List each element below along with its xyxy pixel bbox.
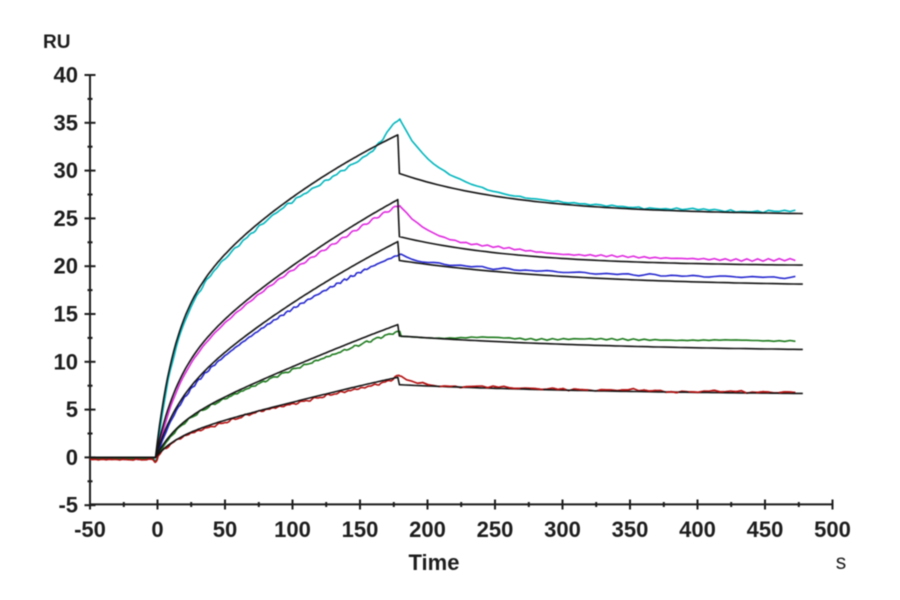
svg-text:Time: Time [409, 550, 460, 575]
svg-text:10: 10 [54, 349, 78, 374]
svg-text:0: 0 [151, 517, 163, 542]
svg-text:-50: -50 [74, 517, 106, 542]
svg-text:40: 40 [54, 63, 78, 88]
svg-text:RU: RU [43, 32, 70, 53]
svg-text:400: 400 [679, 517, 716, 542]
svg-text:350: 350 [612, 517, 649, 542]
svg-text:15: 15 [54, 302, 78, 327]
svg-text:500: 500 [814, 517, 851, 542]
svg-text:-5: -5 [58, 493, 78, 518]
svg-text:20: 20 [54, 254, 78, 279]
svg-text:200: 200 [409, 517, 446, 542]
svg-text:50: 50 [213, 517, 237, 542]
svg-text:35: 35 [54, 110, 78, 135]
svg-text:25: 25 [54, 206, 78, 231]
svg-text:450: 450 [747, 517, 784, 542]
svg-text:300: 300 [544, 517, 581, 542]
svg-text:5: 5 [66, 397, 78, 422]
svg-text:s: s [836, 551, 847, 574]
svg-text:250: 250 [477, 517, 514, 542]
svg-text:100: 100 [274, 517, 311, 542]
svg-text:0: 0 [66, 445, 78, 470]
svg-text:30: 30 [54, 158, 78, 183]
svg-text:150: 150 [342, 517, 379, 542]
